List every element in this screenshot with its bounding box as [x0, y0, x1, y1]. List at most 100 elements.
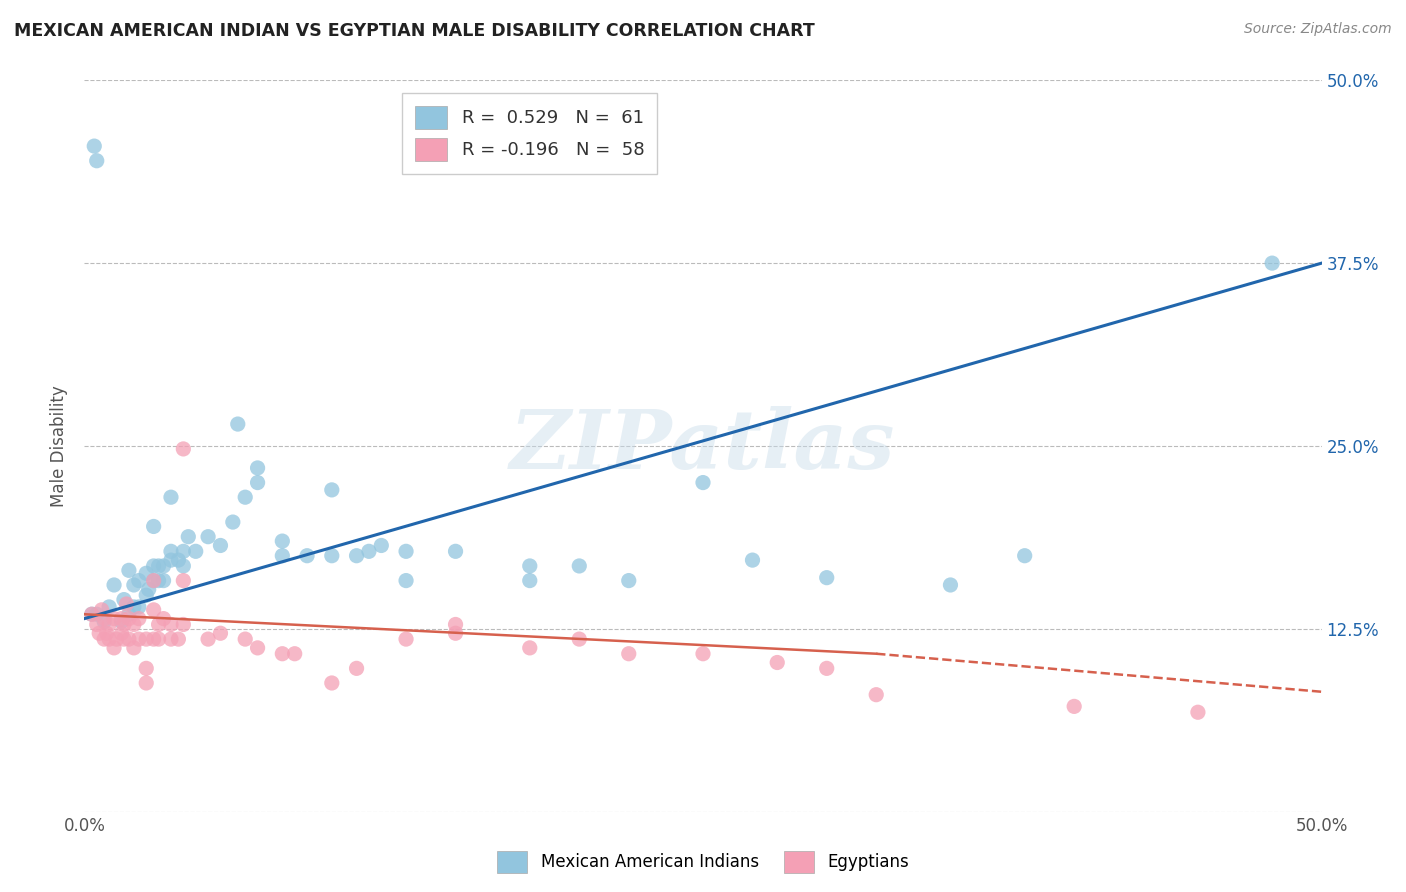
Point [246, 640, 269, 655]
Point [346, 661, 368, 675]
Point [167, 632, 190, 646]
Point [346, 549, 368, 563]
Point [93, 615, 115, 629]
Point [93, 612, 115, 626]
Point [271, 549, 294, 563]
Point [741, 553, 763, 567]
Point [395, 544, 418, 558]
Point [167, 553, 190, 567]
Point [128, 599, 150, 614]
Point [160, 617, 183, 632]
Point [395, 574, 418, 588]
Point [135, 588, 157, 602]
Point [152, 558, 174, 573]
Point [519, 640, 541, 655]
Point [939, 578, 962, 592]
Point [110, 626, 132, 640]
Point [444, 626, 467, 640]
Text: Source: ZipAtlas.com: Source: ZipAtlas.com [1244, 22, 1392, 37]
Point [110, 612, 132, 626]
Point [128, 574, 150, 588]
Point [103, 578, 125, 592]
Point [135, 566, 157, 581]
Point [118, 632, 141, 646]
Point [172, 442, 194, 456]
Point [321, 549, 343, 563]
Point [172, 544, 194, 558]
Point [160, 490, 183, 504]
Point [284, 647, 307, 661]
Point [110, 615, 132, 629]
Point [1014, 549, 1036, 563]
Point [89, 626, 111, 640]
Point [83, 139, 105, 153]
Point [98, 632, 121, 646]
Point [93, 632, 115, 646]
Point [148, 574, 170, 588]
Text: MEXICAN AMERICAN INDIAN VS EGYPTIAN MALE DISABILITY CORRELATION CHART: MEXICAN AMERICAN INDIAN VS EGYPTIAN MALE… [14, 22, 815, 40]
Point [357, 544, 380, 558]
Point [233, 632, 256, 646]
Point [96, 626, 118, 640]
Point [90, 603, 112, 617]
Point [152, 612, 174, 626]
Point [172, 617, 194, 632]
Point [142, 558, 165, 573]
Point [128, 612, 150, 626]
Point [568, 558, 591, 573]
Point [1261, 256, 1284, 270]
Point [395, 632, 418, 646]
Point [519, 558, 541, 573]
Point [815, 571, 838, 585]
Point [148, 632, 170, 646]
Point [118, 612, 141, 626]
Point [197, 530, 219, 544]
Point [86, 617, 108, 632]
Point [617, 574, 640, 588]
Point [142, 632, 165, 646]
Point [98, 617, 121, 632]
Point [209, 626, 232, 640]
Point [177, 530, 200, 544]
Point [519, 574, 541, 588]
Point [122, 617, 145, 632]
Point [321, 483, 343, 497]
Legend: R =  0.529   N =  61, R = -0.196   N =  58: R = 0.529 N = 61, R = -0.196 N = 58 [402, 93, 657, 174]
Point [295, 549, 318, 563]
Point [128, 632, 150, 646]
Point [112, 592, 135, 607]
Point [118, 563, 141, 577]
Point [226, 417, 249, 431]
Point [142, 519, 165, 533]
Point [321, 676, 343, 690]
Point [692, 475, 714, 490]
Point [122, 578, 145, 592]
Point [142, 574, 165, 588]
Point [209, 539, 232, 553]
Point [80, 607, 103, 622]
Point [865, 688, 887, 702]
Point [135, 676, 157, 690]
Point [692, 647, 714, 661]
Point [568, 632, 591, 646]
Point [1187, 705, 1209, 719]
Point [122, 599, 145, 614]
Point [444, 617, 467, 632]
Point [86, 153, 108, 168]
Point [160, 632, 183, 646]
Point [138, 582, 160, 597]
Point [115, 597, 138, 611]
Point [148, 558, 170, 573]
Point [112, 617, 135, 632]
Point [152, 574, 174, 588]
Legend: Mexican American Indians, Egyptians: Mexican American Indians, Egyptians [491, 845, 915, 880]
Point [766, 656, 789, 670]
Point [135, 632, 157, 646]
Point [444, 544, 467, 558]
Point [112, 632, 135, 646]
Point [103, 640, 125, 655]
Point [118, 607, 141, 622]
Point [815, 661, 838, 675]
Point [160, 553, 183, 567]
Point [135, 661, 157, 675]
